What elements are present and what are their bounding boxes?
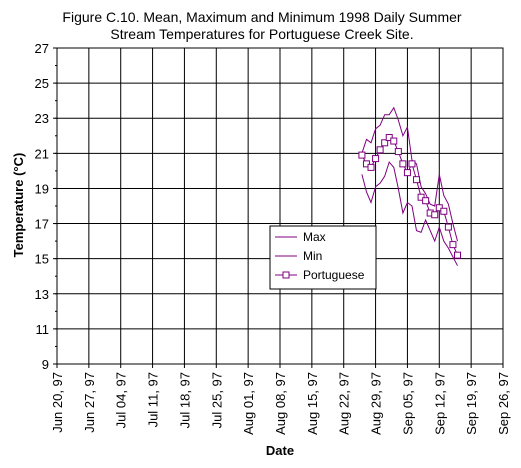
data-point-portuguese	[408, 160, 416, 168]
x-tick-label: Jul 04, 97	[114, 372, 129, 428]
x-tick-label: Jul 11, 97	[146, 372, 161, 427]
x-tick-label: Aug 29, 97	[369, 372, 384, 435]
data-point-portuguese	[385, 134, 393, 142]
x-tick-label: Jul 25, 97	[209, 372, 224, 428]
series-max	[361, 106, 458, 242]
legend-label-max: Max	[303, 230, 326, 244]
data-point-portuguese	[390, 137, 398, 145]
data-point-portuguese	[372, 155, 380, 163]
legend: Max Min Portuguese	[269, 225, 377, 290]
y-tick-label: 15	[35, 252, 49, 267]
x-tick-label: Aug 01, 97	[241, 372, 256, 435]
data-point-portuguese	[399, 160, 407, 168]
data-point-portuguese	[444, 223, 452, 231]
chart-subtitle: Stream Temperatures for Portuguese Creek…	[110, 26, 413, 42]
data-point-portuguese	[381, 139, 389, 147]
y-tick-label: 13	[35, 287, 49, 302]
y-axis-label: Temperature (°C)	[11, 153, 26, 258]
y-tick-label: 23	[35, 111, 49, 126]
data-point-portuguese	[435, 204, 443, 212]
series-line-max	[361, 106, 458, 242]
data-point-portuguese	[417, 193, 425, 201]
series-min	[361, 161, 458, 266]
x-axis-ticks: Jun 20, 97 Jun 27, 97 Jul 04, 97 Jul 11, 97…	[50, 364, 511, 435]
data-point-portuguese	[413, 176, 421, 184]
chart-title: Figure C.10. Mean, Maximum and Minimum 1…	[62, 9, 461, 25]
data-point-portuguese	[394, 148, 402, 156]
x-tick-label: Sep 26, 97	[496, 372, 511, 435]
x-tick-label: Sep 05, 97	[400, 372, 415, 435]
y-tick-label: 19	[35, 181, 49, 196]
data-point-portuguese	[449, 241, 457, 249]
x-tick-label: Sep 12, 97	[432, 372, 447, 435]
data-point-portuguese	[367, 163, 375, 171]
x-tick-label: Jul 18, 97	[177, 372, 192, 428]
legend-label-portuguese: Portuguese	[303, 268, 365, 282]
x-tick-label: Jun 20, 97	[50, 372, 65, 433]
series-line-min	[361, 161, 458, 266]
data-point-portuguese	[403, 169, 411, 177]
y-tick-label: 27	[35, 41, 49, 56]
data-point-portuguese	[358, 151, 366, 159]
legend-label-min: Min	[303, 249, 322, 263]
data-point-portuguese	[376, 146, 384, 154]
series-layer	[358, 106, 461, 266]
y-tick-label: 11	[36, 322, 50, 337]
series-portuguese	[358, 134, 461, 259]
data-point-portuguese	[422, 197, 430, 205]
y-tick-label: 9	[42, 357, 49, 372]
x-tick-label: Aug 22, 97	[337, 372, 352, 435]
y-tick-label: 21	[35, 146, 49, 161]
x-tick-label: Sep 19, 97	[464, 372, 479, 435]
y-tick-label: 17	[35, 217, 49, 232]
data-point-portuguese	[453, 251, 461, 259]
data-point-portuguese	[431, 211, 439, 219]
data-point-portuguese	[440, 207, 448, 215]
x-axis-label: Date	[266, 443, 294, 458]
x-tick-label: Jun 27, 97	[82, 372, 97, 433]
data-point-portuguese	[362, 160, 370, 168]
y-tick-label: 25	[35, 76, 49, 91]
legend-marker	[282, 271, 290, 279]
x-tick-label: Aug 15, 97	[305, 372, 320, 435]
x-tick-label: Aug 08, 97	[273, 372, 288, 435]
y-axis-ticks: 9 11 13 15 17 19 21 23 25 27	[35, 41, 57, 372]
